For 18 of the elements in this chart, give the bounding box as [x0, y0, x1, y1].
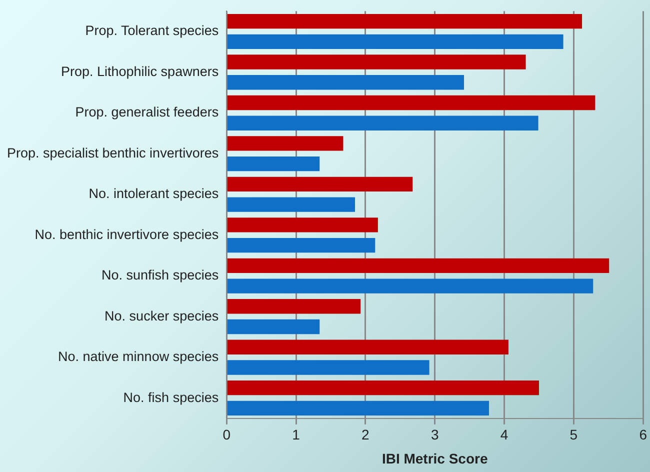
- y-tick-label: Prop. generalist feeders: [75, 104, 219, 120]
- y-tick-label: Prop. Lithophilic spawners: [61, 64, 219, 79]
- x-tick-label: 1: [292, 426, 300, 443]
- x-tick-label: 4: [500, 426, 508, 443]
- x-tick-label: 0: [222, 426, 231, 443]
- x-tick-label: 3: [430, 426, 439, 443]
- y-tick-label: No. native minnow species: [58, 349, 219, 364]
- x-tick-label: 2: [362, 426, 370, 443]
- y-tick-label: No. fish species: [123, 390, 219, 405]
- y-tick-label: Prop. Tolerant species: [85, 23, 219, 38]
- y-tick-label: No. sucker species: [104, 308, 219, 324]
- x-tick-label: 5: [570, 426, 578, 443]
- y-tick-label: No. sunfish species: [102, 268, 219, 283]
- y-tick-label: Prop. specialist benthic invertivores: [6, 145, 219, 160]
- y-tick-label: No. benthic invertivore species: [34, 226, 219, 242]
- y-tick-label: No. intolerant species: [88, 186, 219, 202]
- x-axis-title: IBI Metric Score: [382, 450, 488, 466]
- x-tick-label: 6: [639, 426, 648, 443]
